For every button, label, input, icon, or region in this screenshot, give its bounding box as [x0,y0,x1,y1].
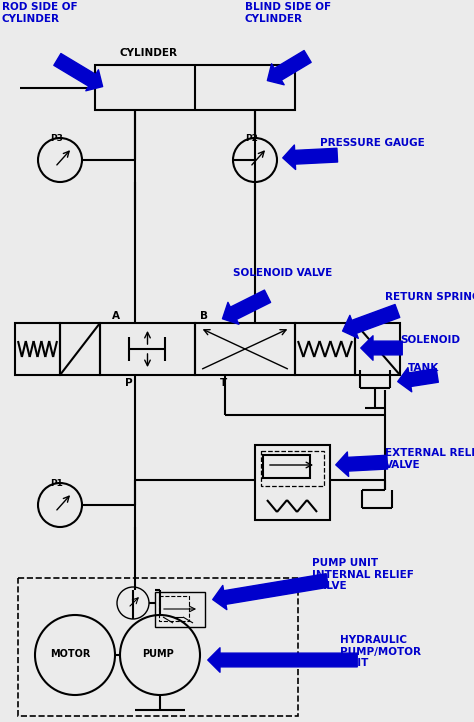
Bar [261,451,324,486]
Bar [100,323,195,375]
Text: BLIND SIDE OF
CYLINDER: BLIND SIDE OF CYLINDER [245,2,331,24]
Bar [18,578,298,716]
Bar [255,445,330,520]
Text: PUMP: PUMP [142,649,174,659]
Bar [155,592,205,627]
Text: A: A [112,311,120,321]
Bar [355,323,400,375]
Text: TANK: TANK [408,363,439,373]
Text: RETURN SPRING: RETURN SPRING [385,292,474,302]
Text: SOLENOID: SOLENOID [400,335,460,345]
Text: PUMP UNIT
INTERNAL RELIEF
VALVE: PUMP UNIT INTERNAL RELIEF VALVE [312,558,414,591]
Text: CYLINDER: CYLINDER [120,48,178,58]
Text: T: T [220,378,227,388]
Bar [159,596,189,621]
Text: P2: P2 [245,134,258,143]
Text: EXTERNAL RELIEF
VALVE: EXTERNAL RELIEF VALVE [385,448,474,469]
Text: P1: P1 [50,479,63,488]
Bar [95,65,295,110]
Bar [195,323,295,375]
Bar [60,323,100,375]
Text: HYDRAULIC
PUMP/MOTOR
UNIT: HYDRAULIC PUMP/MOTOR UNIT [340,635,421,668]
Text: P3: P3 [50,134,63,143]
Text: MOTOR: MOTOR [50,649,91,659]
Text: ROD SIDE OF
CYLINDER: ROD SIDE OF CYLINDER [2,2,78,24]
Text: PRESSURE GAUGE: PRESSURE GAUGE [320,138,425,148]
Text: B: B [200,311,208,321]
Text: P: P [125,378,133,388]
Bar [295,323,355,375]
Bar [15,323,60,375]
Bar [263,455,310,478]
Text: SOLENOID VALVE: SOLENOID VALVE [233,268,332,278]
